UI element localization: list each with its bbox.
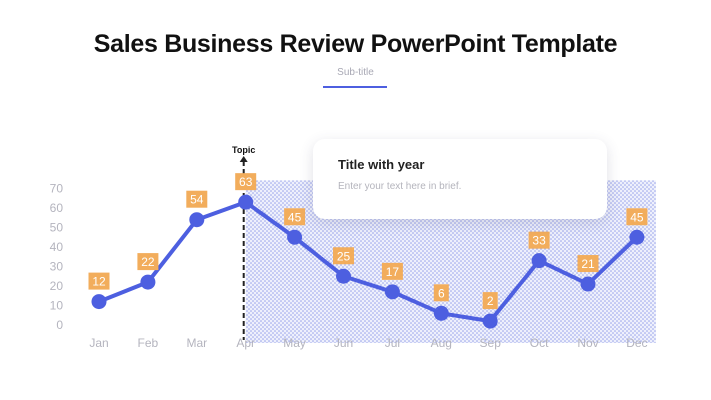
topic-arrow-icon xyxy=(239,156,248,162)
data-label-box xyxy=(333,247,354,265)
data-label: 25 xyxy=(337,249,351,263)
x-tick-label: Aug xyxy=(431,336,452,350)
data-label-box xyxy=(235,173,257,191)
data-label: 54 xyxy=(190,193,204,207)
data-point xyxy=(140,274,156,290)
x-tick-label: Apr xyxy=(236,336,255,350)
data-point xyxy=(482,313,498,329)
data-label-box xyxy=(284,208,306,226)
data-label: 2 xyxy=(487,294,494,308)
y-tick-label: 70 xyxy=(50,182,64,196)
data-label-box xyxy=(381,262,403,280)
card-text: Enter your text here in brief. xyxy=(338,181,462,192)
x-tick-label: Oct xyxy=(530,336,549,350)
info-card: Title with year Enter your text here in … xyxy=(313,139,607,219)
data-label-box xyxy=(88,272,110,290)
data-point xyxy=(238,194,254,210)
data-label: 45 xyxy=(288,210,302,224)
x-tick-label: Nov xyxy=(577,336,598,350)
data-label: 12 xyxy=(92,275,106,289)
x-tick-label: May xyxy=(283,336,306,350)
subtitle-underline xyxy=(323,86,387,88)
y-tick-label: 10 xyxy=(50,299,64,313)
data-label: 17 xyxy=(386,265,400,279)
data-point xyxy=(629,229,645,245)
y-tick-label: 30 xyxy=(50,260,64,274)
topic-label: Topic xyxy=(232,145,255,155)
data-label-box xyxy=(528,231,550,249)
data-label-box xyxy=(482,292,498,310)
data-point xyxy=(580,276,596,292)
data-label: 6 xyxy=(438,286,445,300)
x-tick-label: Jul xyxy=(385,336,400,350)
data-point xyxy=(91,294,107,310)
x-tick-label: Feb xyxy=(138,336,159,350)
slide-title: Sales Business Review PowerPoint Templat… xyxy=(93,30,618,58)
y-tick-label: 20 xyxy=(50,279,64,293)
x-tick-label: Jun xyxy=(334,336,353,350)
data-label-box xyxy=(186,190,208,208)
data-point xyxy=(531,253,547,269)
data-point xyxy=(189,212,205,228)
x-tick-label: Mar xyxy=(186,336,207,350)
y-tick-label: 40 xyxy=(50,240,64,254)
y-tick-label: 0 xyxy=(56,318,63,332)
x-tick-label: Sep xyxy=(480,336,502,350)
series-line xyxy=(97,200,639,324)
y-tick-label: 60 xyxy=(50,201,64,215)
x-tick-label: Dec xyxy=(626,336,647,350)
data-label-box xyxy=(577,255,599,273)
data-label-box xyxy=(137,253,159,271)
slide-subtitle: Sub-title xyxy=(337,67,374,78)
data-label: 22 xyxy=(141,255,155,269)
data-label: 33 xyxy=(532,234,546,248)
data-point xyxy=(336,268,351,284)
y-tick-label: 50 xyxy=(50,221,64,235)
data-point xyxy=(287,229,303,245)
data-label-box xyxy=(433,284,449,302)
data-point xyxy=(433,305,449,321)
data-point xyxy=(384,284,400,300)
data-label-box xyxy=(626,208,648,226)
x-tick-label: Jan xyxy=(89,336,108,350)
data-label: 63 xyxy=(239,175,253,189)
data-label: 45 xyxy=(630,210,644,224)
data-label: 21 xyxy=(581,257,595,271)
card-title: Title with year xyxy=(338,157,425,172)
